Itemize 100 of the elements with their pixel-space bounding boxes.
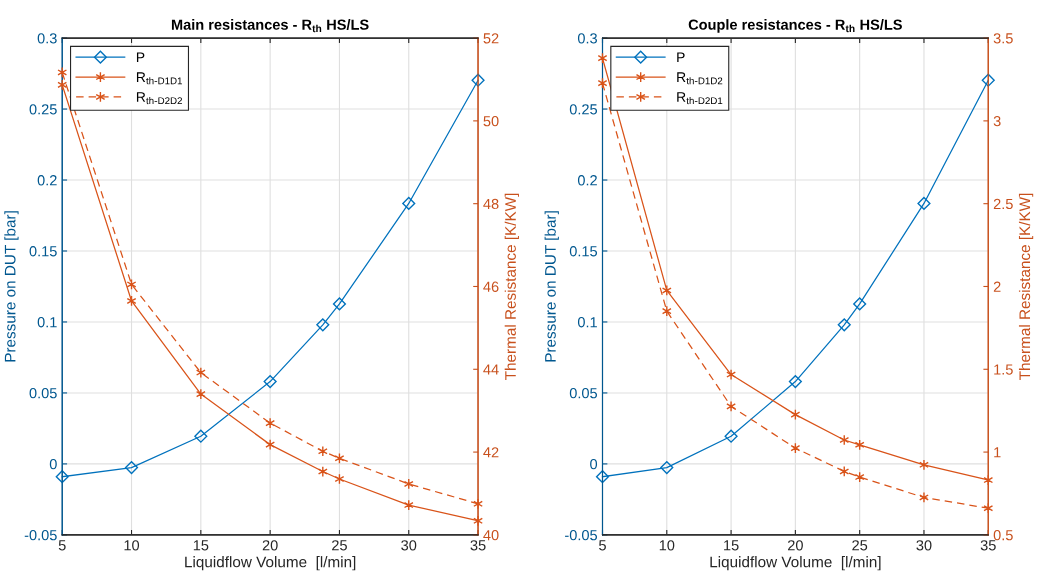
x-tick-label: 15	[193, 540, 209, 551]
point	[853, 297, 867, 311]
y-tick-label: 0.3	[37, 33, 57, 44]
y-tick-label: 0.3	[577, 33, 597, 44]
x-tick-label: 15	[724, 540, 739, 551]
point	[919, 459, 929, 471]
x-tick-label: 5	[58, 540, 66, 551]
y2-axis-title: Thermal Resistance [K/KW]	[1018, 193, 1034, 380]
y-tick-label: 0.25	[29, 104, 57, 115]
chart-title: Main resistances - R$_{th}$ HS/LS	[171, 19, 369, 33]
x-tick-label: 30	[401, 540, 417, 551]
point	[57, 66, 68, 78]
y-tick-label: 0.1	[577, 317, 597, 328]
x-tick-label: 10	[124, 540, 140, 551]
y2-tick-label: 40	[483, 529, 499, 541]
point	[597, 52, 608, 64]
point	[854, 471, 865, 483]
point	[126, 295, 137, 307]
y2-tick-label: 46	[483, 281, 499, 292]
point	[917, 196, 931, 211]
y-tick-label: -0.05	[565, 529, 598, 541]
y2-tick-label: 1	[994, 447, 1001, 458]
point	[263, 374, 277, 389]
point	[402, 196, 416, 211]
point	[661, 305, 672, 317]
legend-label: P	[677, 52, 685, 63]
point	[839, 434, 850, 446]
point	[983, 474, 994, 486]
y-tick-label: 0.05	[29, 388, 57, 399]
point	[195, 388, 206, 400]
y2-tick-label: 52	[483, 33, 499, 44]
y-tick-label: -0.05	[24, 529, 57, 541]
x-tick-label: 25	[332, 540, 347, 551]
point	[919, 491, 929, 504]
y-tick-label: 0.25	[569, 104, 598, 115]
legend-label: R$_{th-D1D2}$	[677, 72, 723, 85]
y2-tick-label: 3.5	[993, 33, 1013, 44]
y2-tick-label: 0.5	[993, 529, 1013, 541]
point	[317, 465, 328, 478]
point	[839, 465, 850, 478]
point	[316, 318, 330, 332]
point	[265, 417, 276, 429]
point	[471, 73, 485, 87]
legend-label: R$_{th-D2D1}$	[677, 92, 723, 105]
point	[334, 452, 345, 464]
y2-tick-label: 48	[483, 198, 499, 210]
x-tick-label: 35	[470, 540, 486, 551]
y-tick-label: 0.15	[29, 246, 57, 257]
point	[57, 79, 68, 91]
point	[595, 470, 610, 484]
y-tick-label: 0.2	[577, 175, 597, 186]
x-tick-label: 35	[980, 540, 996, 551]
point	[55, 470, 69, 484]
x-tick-label: 30	[916, 540, 932, 551]
chart-title: Couple resistances - R$_{th}$ HS/LS	[688, 19, 902, 33]
y-tick-label: 0	[590, 459, 598, 470]
point	[790, 409, 801, 421]
point	[403, 499, 414, 511]
x-axis-title: Liquidflow Volume [l/min]	[710, 556, 881, 571]
point	[403, 478, 414, 490]
x-tick-label: 20	[788, 540, 803, 551]
point	[983, 502, 994, 514]
point	[473, 498, 483, 510]
point	[661, 284, 672, 297]
x-tick-label: 10	[659, 540, 675, 551]
point	[726, 369, 736, 381]
y2-tick-label: 50	[483, 115, 499, 127]
y-axis-title: Pressure on DUT [bar]	[4, 211, 19, 362]
point	[332, 297, 347, 311]
point	[597, 77, 608, 89]
point	[981, 73, 995, 87]
y2-tick-label: 2	[993, 281, 1001, 292]
point	[124, 461, 139, 475]
y-tick-label: 0.2	[37, 175, 57, 186]
x-tick-label: 5	[599, 540, 606, 551]
point	[854, 439, 865, 451]
y-tick-label: 0.15	[569, 246, 598, 257]
point	[837, 318, 851, 332]
y-tick-label: 0.05	[569, 388, 598, 399]
y2-tick-label: 1.5	[994, 364, 1013, 375]
point	[473, 515, 483, 527]
point	[126, 278, 137, 290]
y2-tick-label: 42	[483, 447, 499, 458]
y2-axis-title: Thermal Resistance [K/KW]	[504, 193, 519, 380]
y-tick-label: 0	[49, 459, 57, 470]
point	[726, 400, 736, 412]
point	[265, 439, 276, 451]
point	[317, 445, 328, 457]
point	[334, 473, 345, 485]
y2-tick-label: 3	[993, 115, 1001, 127]
point	[195, 367, 206, 379]
x-tick-label: 25	[852, 540, 868, 551]
point	[660, 461, 674, 475]
x-axis-title: Liquidflow Volume [l/min]	[185, 556, 356, 571]
legend-label: R$_{th-D2D2}$	[136, 92, 182, 105]
y2-tick-label: 2.5	[993, 198, 1013, 210]
y-tick-label: 0.1	[37, 317, 57, 328]
point	[790, 442, 801, 454]
point	[724, 429, 738, 443]
y2-tick-label: 44	[483, 364, 499, 375]
